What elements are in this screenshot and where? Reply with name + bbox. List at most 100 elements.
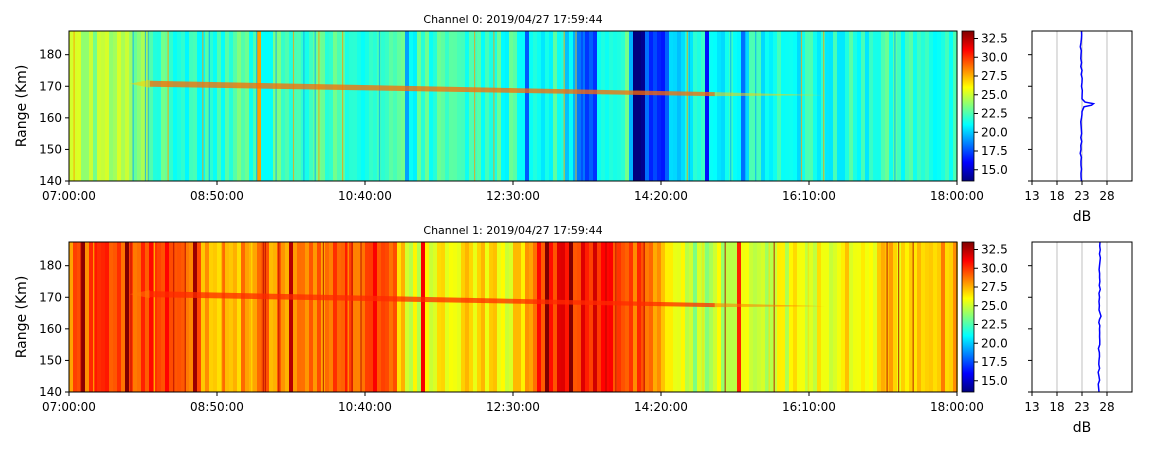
heatmap-column: [385, 242, 390, 392]
heatmap-column: [925, 242, 930, 392]
heatmap-column: [197, 242, 202, 392]
heatmap-column: [241, 242, 246, 392]
heatmap-column: [289, 242, 294, 392]
heatmap-column: [857, 31, 862, 181]
heatmap-column: [309, 242, 314, 392]
x-axis: 07:00:00 08:50:00 10:40:00 12:30:00 14:20:00…: [42, 181, 984, 203]
heatmap-column: [713, 242, 718, 392]
layer-band-core: [149, 80, 715, 97]
heatmap-column: [793, 242, 798, 392]
heatmap-column: [301, 242, 306, 392]
heatmap-column: [769, 31, 774, 181]
heatmap-column: [633, 31, 638, 181]
heatmap-column: [757, 31, 762, 181]
heatmap-column: [497, 242, 502, 392]
heatmap-column: [677, 242, 682, 392]
heatmap-column: [493, 31, 498, 181]
heatmap-column: [69, 31, 74, 181]
heatmap-column: [845, 31, 850, 181]
heatmap-column: [485, 242, 490, 392]
heatmap-spike: [144, 31, 147, 181]
heatmap-column: [245, 242, 250, 392]
heatmap-column: [433, 242, 438, 392]
heatmap-column: [353, 31, 358, 181]
profile-x-tick-label: 13: [1024, 400, 1039, 414]
heatmap-column: [513, 242, 518, 392]
y-tick-label: 150: [39, 142, 62, 156]
heatmap-column: [413, 242, 418, 392]
heatmap-column: [809, 31, 814, 181]
heatmap-column: [137, 242, 142, 392]
heatmap-column: [237, 242, 242, 392]
profile-x-axis: 13 18 23 28: [1024, 392, 1115, 414]
y-tick-label: 140: [39, 385, 62, 399]
heatmap-spike: [583, 31, 585, 181]
profile-line: [1079, 30, 1096, 182]
heatmap-column: [473, 242, 478, 392]
heatmap-column: [325, 31, 330, 181]
heatmap-column: [233, 242, 238, 392]
heatmap-column: [553, 242, 558, 392]
heatmap-column: [149, 242, 154, 392]
colorbar-tick-label: 22.5: [981, 318, 1008, 332]
heatmap-column: [929, 242, 934, 392]
heatmap-column: [169, 242, 174, 392]
heatmap-column: [509, 242, 514, 392]
heatmap-column: [457, 31, 462, 181]
heatmap-column: [865, 31, 870, 181]
heatmap-column: [113, 242, 118, 392]
heatmap-column: [97, 242, 102, 392]
heatmap-column: [477, 31, 482, 181]
heatmap-column: [141, 242, 146, 392]
heatmap-column: [605, 242, 610, 392]
heatmap-column: [165, 242, 170, 392]
colorbar-tick-label: 22.5: [981, 107, 1008, 121]
heatmap-column: [321, 31, 326, 181]
heatmap-column: [753, 242, 758, 392]
heatmap-column: [941, 31, 946, 181]
heatmap-spike: [221, 242, 223, 392]
heatmap-column: [873, 31, 878, 181]
heatmap-column: [349, 31, 354, 181]
heatmap-column: [237, 31, 242, 181]
profile-x-axis: 13 18 23 28: [1024, 181, 1115, 203]
heatmap-column: [141, 31, 146, 181]
heatmap-column: [605, 31, 610, 181]
heatmap-column: [245, 31, 250, 181]
heatmap-spike: [730, 31, 732, 181]
heatmap-column: [637, 242, 642, 392]
heatmap-column: [453, 31, 458, 181]
heatmap-spike: [251, 242, 253, 392]
heatmap-spike: [800, 31, 803, 181]
heatmap-column: [445, 242, 450, 392]
heatmap: [68, 30, 958, 182]
heatmap-column: [265, 31, 270, 181]
heatmap-column: [709, 242, 714, 392]
heatmap-spike: [575, 31, 577, 181]
heatmap-column: [553, 31, 558, 181]
heatmap-column: [721, 242, 726, 392]
heatmap-column: [169, 31, 174, 181]
heatmap-column: [489, 242, 494, 392]
heatmap-column: [817, 242, 822, 392]
heatmap-column: [949, 31, 954, 181]
heatmap-column: [693, 242, 698, 392]
heatmap-column: [381, 242, 386, 392]
x-tick-label: 10:40:00: [338, 189, 392, 203]
y-tick-label: 170: [39, 79, 62, 93]
heatmap-column: [117, 31, 122, 181]
heatmap-column: [665, 31, 670, 181]
heatmap-column: [685, 242, 690, 392]
heatmap-column: [417, 242, 422, 392]
heatmap-column: [805, 31, 810, 181]
heatmap-spike: [724, 242, 726, 392]
heatmap-column: [717, 242, 722, 392]
heatmap-column: [149, 31, 154, 181]
heatmap-column: [653, 31, 658, 181]
heatmap-column: [285, 31, 290, 181]
heatmap-column: [817, 31, 822, 181]
heatmap-column: [365, 31, 370, 181]
heatmap-column: [153, 242, 158, 392]
y-tick-label: 140: [39, 174, 62, 188]
colorbar-tick-label: 15.0: [981, 163, 1008, 177]
